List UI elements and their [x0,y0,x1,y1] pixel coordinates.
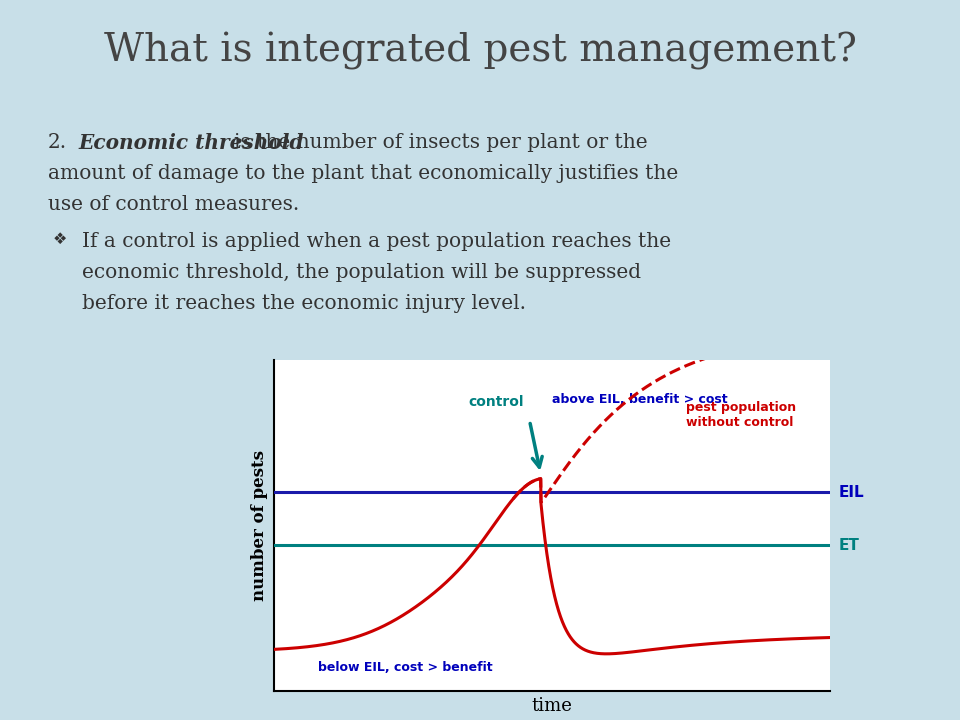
Text: is the number of insects per plant or the: is the number of insects per plant or th… [234,133,648,152]
Text: below EIL, cost > benefit: below EIL, cost > benefit [318,662,492,675]
Text: ET: ET [839,538,859,553]
Text: ❖: ❖ [53,232,67,247]
Text: control: control [468,395,524,409]
Text: If a control is applied when a pest population reaches the: If a control is applied when a pest popu… [82,232,671,251]
Text: use of control measures.: use of control measures. [48,195,300,214]
X-axis label: time: time [532,697,572,715]
Text: What is integrated pest management?: What is integrated pest management? [104,32,856,71]
Text: Economic threshold: Economic threshold [79,133,304,153]
Text: EIL: EIL [839,485,864,500]
Text: 2.: 2. [48,133,67,152]
Text: economic threshold, the population will be suppressed: economic threshold, the population will … [82,263,640,282]
Y-axis label: number of pests: number of pests [252,450,268,601]
Text: amount of damage to the plant that economically justifies the: amount of damage to the plant that econo… [48,164,679,183]
Text: pest population
without control: pest population without control [685,401,796,429]
Text: before it reaches the economic injury level.: before it reaches the economic injury le… [82,294,526,312]
Text: above EIL, benefit > cost: above EIL, benefit > cost [552,393,728,406]
